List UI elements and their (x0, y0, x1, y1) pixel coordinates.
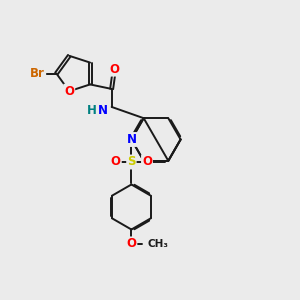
Text: O: O (142, 155, 152, 169)
Text: H: H (87, 104, 97, 117)
Text: O: O (111, 155, 121, 169)
Text: S: S (127, 155, 136, 169)
Text: O: O (64, 85, 74, 98)
Text: O: O (126, 237, 136, 250)
Text: N: N (98, 104, 108, 117)
Text: Br: Br (30, 67, 45, 80)
Text: O: O (109, 63, 119, 76)
Text: CH₃: CH₃ (148, 239, 169, 249)
Text: N: N (126, 133, 136, 146)
